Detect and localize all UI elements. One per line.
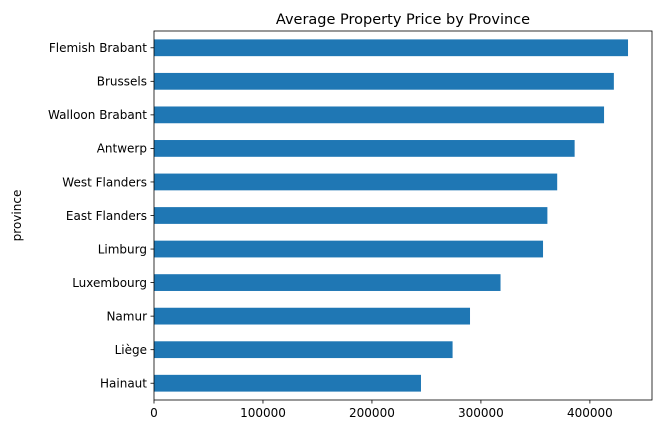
bar xyxy=(154,106,605,124)
bar xyxy=(154,207,548,224)
bars-layer xyxy=(154,39,629,392)
bar xyxy=(154,39,629,57)
bar xyxy=(154,274,501,291)
y-tick-label: West Flanders xyxy=(62,175,147,189)
y-tick-label: Liège xyxy=(115,343,147,357)
x-tick-label: 400000 xyxy=(567,406,613,420)
y-tick-label: Brussels xyxy=(97,75,147,89)
bar xyxy=(154,341,453,359)
bar xyxy=(154,173,558,191)
y-axis-ticks: Flemish Brabant Brussels Walloon Brabant An… xyxy=(48,41,154,391)
y-tick-label: Hainaut xyxy=(100,377,147,391)
y-tick-label: Antwerp xyxy=(97,142,147,156)
y-tick-label: East Flanders xyxy=(66,209,147,223)
y-tick-label: Flemish Brabant xyxy=(49,41,147,55)
y-tick-label: Luxembourg xyxy=(72,276,147,290)
y-axis-title: province xyxy=(10,190,24,242)
plot-frame xyxy=(153,30,653,401)
bar xyxy=(154,240,544,258)
bar xyxy=(154,307,471,325)
bar xyxy=(154,140,575,157)
x-axis-ticks: 0 100000 200000 300000 400000 xyxy=(150,400,613,420)
chart-title: Average Property Price by Province xyxy=(276,12,530,28)
y-tick-label: Namur xyxy=(106,309,147,323)
x-tick-label: 300000 xyxy=(458,406,504,420)
x-tick-label: 200000 xyxy=(349,406,395,420)
x-tick-label: 100000 xyxy=(240,406,286,420)
bar xyxy=(154,72,614,90)
y-tick-label: Walloon Brabant xyxy=(48,108,147,122)
bar xyxy=(154,374,421,392)
x-tick-label: 0 xyxy=(150,406,158,420)
y-tick-label: Limburg xyxy=(98,242,147,256)
